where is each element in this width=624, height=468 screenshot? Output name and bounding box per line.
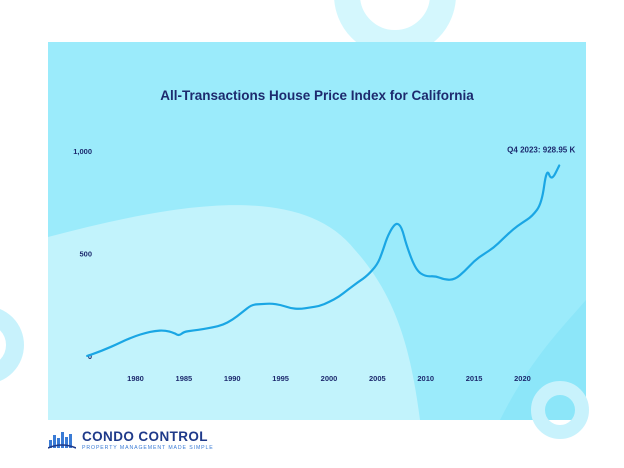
decorative-ring-left: [0, 309, 24, 381]
x-tick-label: 2005: [369, 374, 386, 383]
y-tick-label: 500: [79, 249, 92, 258]
x-tick-label: 1995: [272, 374, 289, 383]
brand-logo: CONDO CONTROL PROPERTY MANAGEMENT MADE S…: [48, 430, 214, 451]
x-tick-label: 2010: [417, 374, 434, 383]
x-tick-label: 1985: [176, 374, 193, 383]
y-tick-label: 1,000: [73, 147, 92, 156]
decorative-ring-right: [531, 381, 589, 439]
plot-area: 0 500 1,000 1980 1985 1990 1995 2000 2005 2010 201…: [73, 146, 575, 383]
x-tick-label: 1990: [224, 374, 241, 383]
x-tick-label: 2020: [514, 374, 531, 383]
y-tick-label: 0: [88, 352, 92, 361]
data-annotation: Q4 2023: 928.95 K: [507, 146, 575, 155]
decorative-ring-top: [334, 0, 456, 56]
x-tick-label: 2015: [466, 374, 483, 383]
panel-light-blob: [48, 205, 420, 420]
chart-title: All-Transactions House Price Index for C…: [160, 88, 474, 103]
series-line: [86, 164, 561, 357]
x-tick-label: 1980: [127, 374, 144, 383]
x-tick-label: 2000: [321, 374, 338, 383]
brand-tagline: PROPERTY MANAGEMENT MADE SIMPLE: [82, 444, 214, 451]
city-skyline-icon: [48, 432, 76, 450]
brand-name: CONDO CONTROL: [82, 429, 208, 444]
